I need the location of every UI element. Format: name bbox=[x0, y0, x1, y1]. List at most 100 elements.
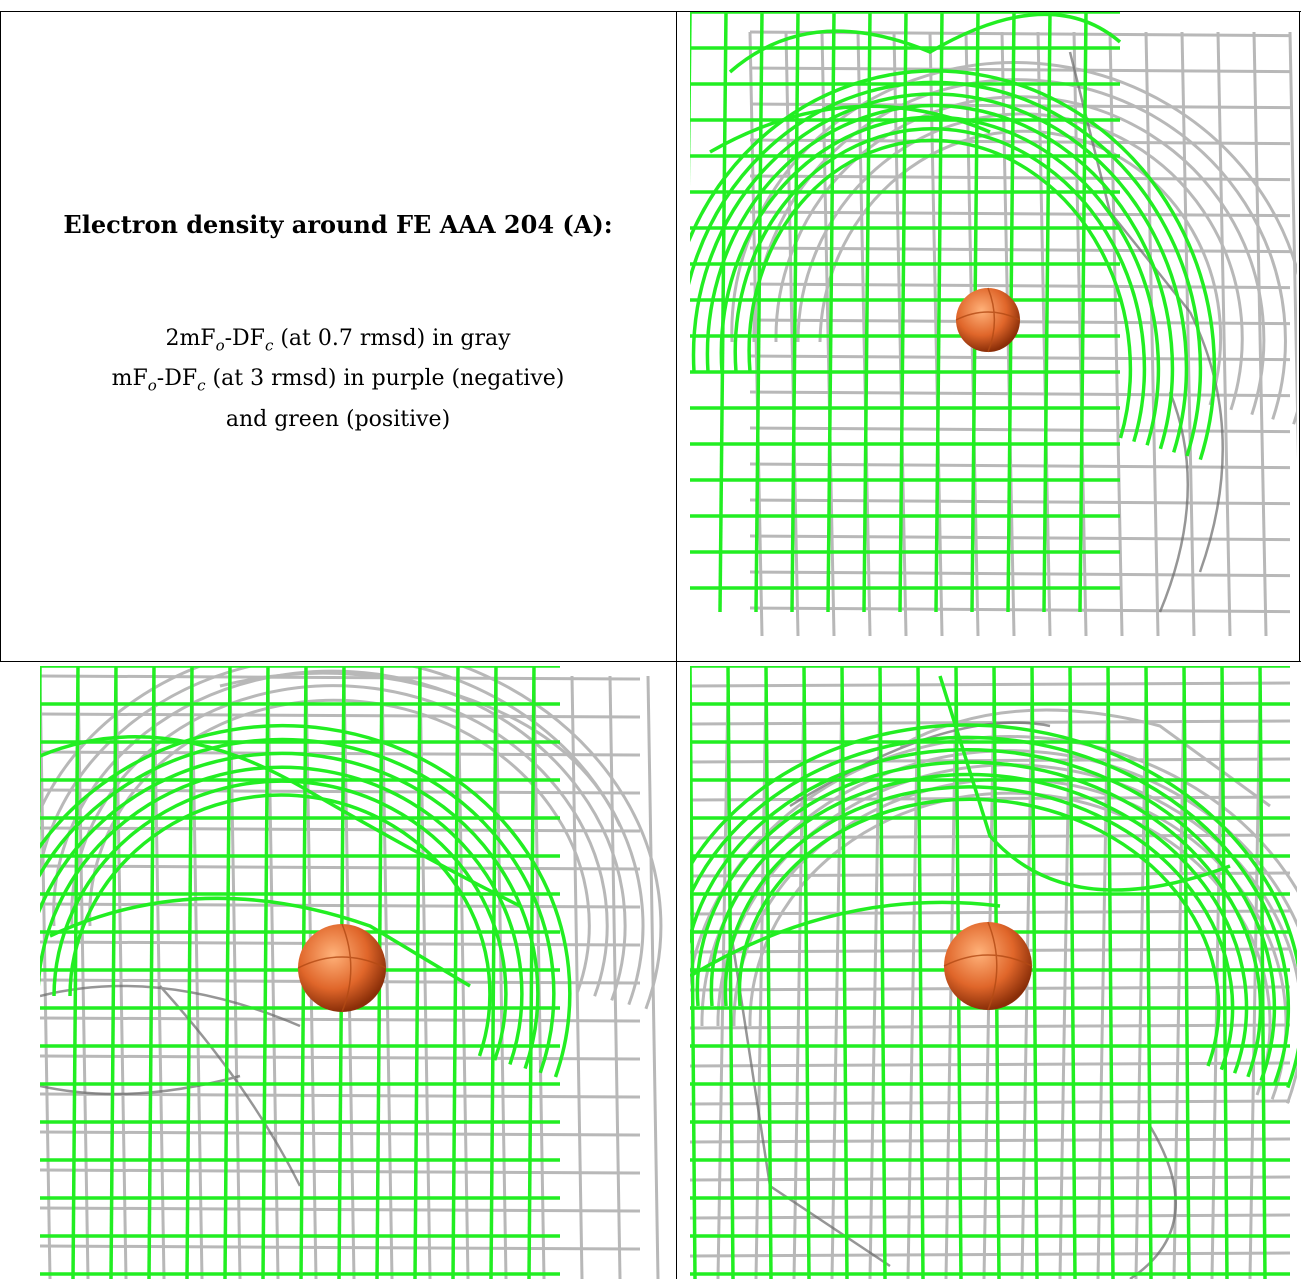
density-mesh-view bbox=[40, 666, 663, 1279]
mesh-strand bbox=[690, 748, 1277, 1082]
mesh-strand bbox=[1188, 311, 1224, 573]
mesh-line bbox=[1072, 31, 1088, 636]
mesh-line bbox=[109, 666, 118, 1279]
mesh-line bbox=[840, 666, 849, 1279]
mesh-line bbox=[690, 1137, 1291, 1144]
mesh-line bbox=[71, 666, 80, 1279]
mesh-strand bbox=[796, 112, 1244, 411]
mesh-line bbox=[152, 675, 166, 1279]
mesh-line bbox=[185, 666, 194, 1279]
mesh-line bbox=[40, 864, 641, 871]
density-mesh-view bbox=[690, 666, 1297, 1279]
mesh-strand bbox=[728, 12, 1122, 74]
mesh-strand bbox=[1129, 1125, 1177, 1279]
mesh-line bbox=[1108, 31, 1124, 636]
mesh-line bbox=[690, 757, 1291, 764]
mesh-line bbox=[906, 685, 920, 1279]
mesh-strand bbox=[709, 772, 1249, 1074]
mesh-strand bbox=[938, 675, 1231, 892]
mesh-line bbox=[413, 666, 422, 1279]
mesh-line bbox=[764, 666, 773, 1279]
mesh-line bbox=[1078, 12, 1088, 613]
mesh-line bbox=[749, 570, 1291, 578]
mesh-strand bbox=[730, 61, 1297, 425]
mesh-strand bbox=[690, 900, 1001, 978]
mesh-line bbox=[494, 675, 508, 1279]
density-mesh-view bbox=[690, 12, 1297, 636]
mesh-line bbox=[456, 675, 470, 1279]
mesh-line bbox=[934, 12, 944, 613]
mesh-line bbox=[754, 685, 768, 1279]
iron-atom-sphere bbox=[944, 922, 1032, 1010]
mesh-line bbox=[878, 666, 887, 1279]
mesh-strand bbox=[690, 69, 1217, 461]
mesh-strand bbox=[695, 760, 1263, 1078]
mesh-strand bbox=[159, 985, 302, 1187]
mesh-line bbox=[1288, 31, 1297, 460]
mesh-strand bbox=[70, 684, 609, 997]
mesh-strand bbox=[40, 735, 521, 908]
caption-legend: 2mFo-DFc (at 0.7 rmsd) in gray mFo-DFc (… bbox=[6, 322, 670, 437]
caption-cell: Electron density around FE AAA 204 (A): … bbox=[6, 0, 670, 660]
mesh-line bbox=[451, 666, 460, 1279]
mesh-line bbox=[690, 719, 1291, 726]
mesh-line bbox=[749, 426, 1291, 434]
mesh-strand bbox=[40, 666, 645, 1006]
atom-shading bbox=[987, 921, 998, 1011]
mesh-strand bbox=[691, 92, 1189, 453]
mesh-line bbox=[749, 498, 1291, 506]
mesh-line bbox=[40, 675, 52, 1279]
iron-atom-sphere bbox=[956, 288, 1020, 352]
mesh-strand bbox=[737, 797, 1221, 1067]
mesh-line bbox=[1258, 666, 1267, 1279]
mesh-line bbox=[1106, 666, 1115, 1279]
mesh-line bbox=[40, 750, 641, 757]
atom-shading bbox=[341, 923, 352, 1013]
mesh-line bbox=[380, 675, 394, 1279]
mesh-line bbox=[749, 210, 1291, 218]
mesh-strand bbox=[690, 735, 1290, 1085]
mesh-strand bbox=[747, 138, 1133, 439]
mesh-strand bbox=[723, 785, 1235, 1071]
mesh-strand bbox=[716, 763, 1297, 1104]
caption-title: Electron density around FE AAA 204 (A): bbox=[63, 210, 613, 239]
mesh-strand bbox=[40, 737, 556, 1074]
mesh-line bbox=[726, 666, 735, 1279]
mesh-line bbox=[646, 675, 660, 1279]
mesh-line bbox=[690, 1175, 1291, 1182]
frame-left bbox=[0, 11, 1, 661]
mesh-line bbox=[690, 1099, 1291, 1106]
mesh-line bbox=[749, 534, 1291, 542]
mesh-line bbox=[40, 788, 641, 795]
frame-right bbox=[1299, 11, 1300, 661]
mesh-strand bbox=[789, 721, 1051, 808]
gray-density-mesh bbox=[730, 30, 1297, 636]
mesh-line bbox=[40, 674, 641, 681]
mesh-strand bbox=[818, 129, 1223, 406]
mesh-strand bbox=[68, 793, 492, 1057]
mesh-line bbox=[114, 675, 128, 1279]
mesh-strand bbox=[690, 723, 1297, 1089]
mesh-line bbox=[228, 675, 242, 1279]
mesh-strand bbox=[52, 779, 508, 1061]
mesh-line bbox=[570, 675, 584, 1279]
frame-middle bbox=[676, 11, 677, 1279]
mesh-line bbox=[826, 12, 836, 613]
view-top-right bbox=[690, 12, 1297, 636]
mesh-line bbox=[489, 666, 498, 1279]
view-bottom-right bbox=[690, 666, 1297, 1279]
atom-shading bbox=[943, 954, 1033, 967]
mesh-line bbox=[690, 1251, 1291, 1258]
mesh-line bbox=[690, 681, 1291, 688]
mesh-line bbox=[749, 606, 1291, 614]
mesh-strand bbox=[709, 104, 991, 154]
mesh-line bbox=[898, 12, 908, 613]
mesh-line bbox=[1096, 685, 1110, 1279]
mesh-line bbox=[266, 675, 280, 1279]
frame-top bbox=[0, 11, 1301, 12]
mesh-line bbox=[792, 685, 806, 1279]
mesh-line bbox=[749, 462, 1291, 470]
mesh-line bbox=[223, 666, 232, 1279]
frame-row-divider bbox=[0, 661, 1301, 662]
mesh-line bbox=[690, 1213, 1291, 1220]
